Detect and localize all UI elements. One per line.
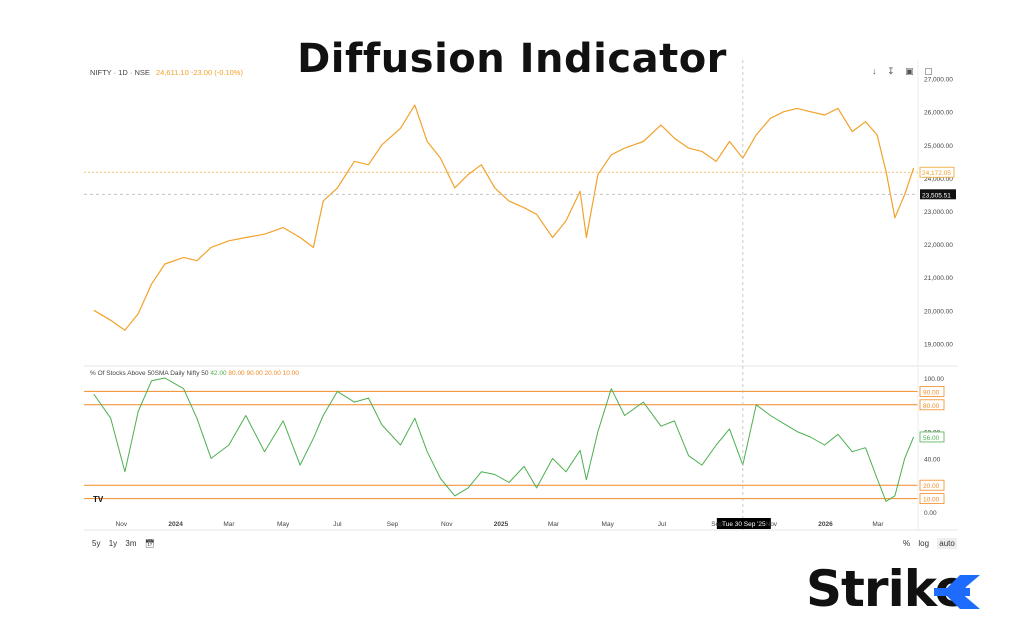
x-tick-label: Mar <box>872 521 884 528</box>
x-tick-label: Sep <box>711 521 723 528</box>
price-y-tick-label: 27,000.00 <box>924 77 953 84</box>
indicator-grid <box>84 390 918 500</box>
x-tick-label: Mar <box>548 521 560 528</box>
range-3m[interactable]: 3m <box>125 539 137 548</box>
x-axis: Nov 2024 Mar May Jul Sep Nov 2025 Mar May Jul Sep No… <box>116 521 885 528</box>
crosshair-price-box <box>920 189 956 200</box>
auto-toggle[interactable]: auto <box>937 538 957 549</box>
indicator-last-box <box>919 431 945 443</box>
chart-toolbar: ↓ ↧ ▣ ▢ <box>872 66 941 77</box>
arrow-down-icon[interactable]: ↧ <box>887 66 895 76</box>
calendar-icon[interactable]: 📅︎ <box>144 539 155 548</box>
x-tick-label: May <box>602 521 615 528</box>
reference-label: 20.00 <box>923 483 940 490</box>
last-price-label: 24,172.05 <box>922 170 951 177</box>
x-tick-label: Nov <box>441 521 453 528</box>
symbol-label: NIFTY · 1D · NSE <box>90 68 150 77</box>
reference-label-box <box>919 479 945 491</box>
percent-toggle[interactable]: % <box>903 539 911 548</box>
tradingview-logo: TV <box>93 495 104 504</box>
indicator-last-label: 56.00 <box>923 435 940 442</box>
price-y-tick-label: 23,000.00 <box>924 209 953 216</box>
reference-label-box <box>919 493 945 505</box>
crosshair-date-box <box>716 518 771 529</box>
camera-icon[interactable]: ▣ <box>905 66 914 76</box>
price-series-line <box>93 104 915 331</box>
reference-label-box <box>919 399 945 411</box>
indicator-y-tick-label: 100.00 <box>924 376 944 383</box>
indicator-header: % Of Stocks Above 50SMA Daily Nifty 50 4… <box>90 370 299 377</box>
indicator-levels: 80.00 90.00 20.00 10.00 <box>228 370 299 377</box>
price-y-tick-label: 24,000.00 <box>924 176 953 183</box>
price-chart-header: NIFTY · 1D · NSE 24,611.10 -23.00 (-0.10… <box>90 68 243 77</box>
fullscreen-icon[interactable]: ▢ <box>924 66 933 76</box>
price-y-tick-label: 25,000.00 <box>924 143 953 150</box>
price-y-tick-label: 21,000.00 <box>924 275 953 282</box>
x-tick-label: Nov <box>116 521 128 528</box>
reference-label: 80.00 <box>923 403 940 410</box>
indicator-series-line <box>93 377 915 502</box>
price-y-tick-label: 22,000.00 <box>924 242 953 249</box>
download-icon[interactable]: ↓ <box>872 66 877 76</box>
indicator-layer <box>93 377 915 502</box>
reference-label-box <box>919 385 945 397</box>
indicator-y-tick-label: 0.00 <box>924 510 937 517</box>
price-y-tick-label: 20,000.00 <box>924 308 953 315</box>
last-price-box <box>919 166 955 178</box>
range-selector: 5y 1y 3m 📅︎ <box>92 539 161 548</box>
x-tick-label: Jul <box>658 521 667 528</box>
logo-arrow-icon <box>934 575 980 609</box>
x-tick-label: Jul <box>333 521 342 528</box>
reference-label: 10.00 <box>923 497 940 504</box>
indicator-y-tick-label: 40.00 <box>924 456 941 463</box>
x-tick-label: Mar <box>223 521 235 528</box>
page-title: Diffusion Indicator <box>297 36 727 82</box>
price-layer <box>93 104 915 331</box>
x-tick-label: 2025 <box>494 521 509 528</box>
reference-label: 90.00 <box>923 389 940 396</box>
x-tick-label: Nov <box>766 521 778 528</box>
range-5y[interactable]: 5y <box>92 539 101 548</box>
range-1y[interactable]: 1y <box>108 539 118 548</box>
price-y-tick-label: 26,000.00 <box>924 110 953 117</box>
price-values: 24,611.10 -23.00 (-0.10%) <box>155 68 243 77</box>
log-toggle[interactable]: log <box>918 539 930 548</box>
scale-options: % log auto <box>903 538 963 549</box>
price-y-tick-label: 19,000.00 <box>924 341 953 348</box>
indicator-value: 42.00 <box>210 370 227 377</box>
axes-layer: 19,000.00 20,000.00 21,000.00 22,000.00 23,0… <box>84 60 958 531</box>
crosshair-price-label: 23,505.51 <box>922 192 951 199</box>
indicator-name: % Of Stocks Above 50SMA Daily Nifty 50 <box>90 370 209 377</box>
x-tick-label: Sep <box>387 521 399 528</box>
crosshair-date-label: Tue 30 Sep '25 <box>722 521 766 528</box>
x-tick-label: 2026 <box>818 521 833 528</box>
x-tick-label: May <box>277 521 290 528</box>
x-tick-label: 2024 <box>168 521 183 528</box>
